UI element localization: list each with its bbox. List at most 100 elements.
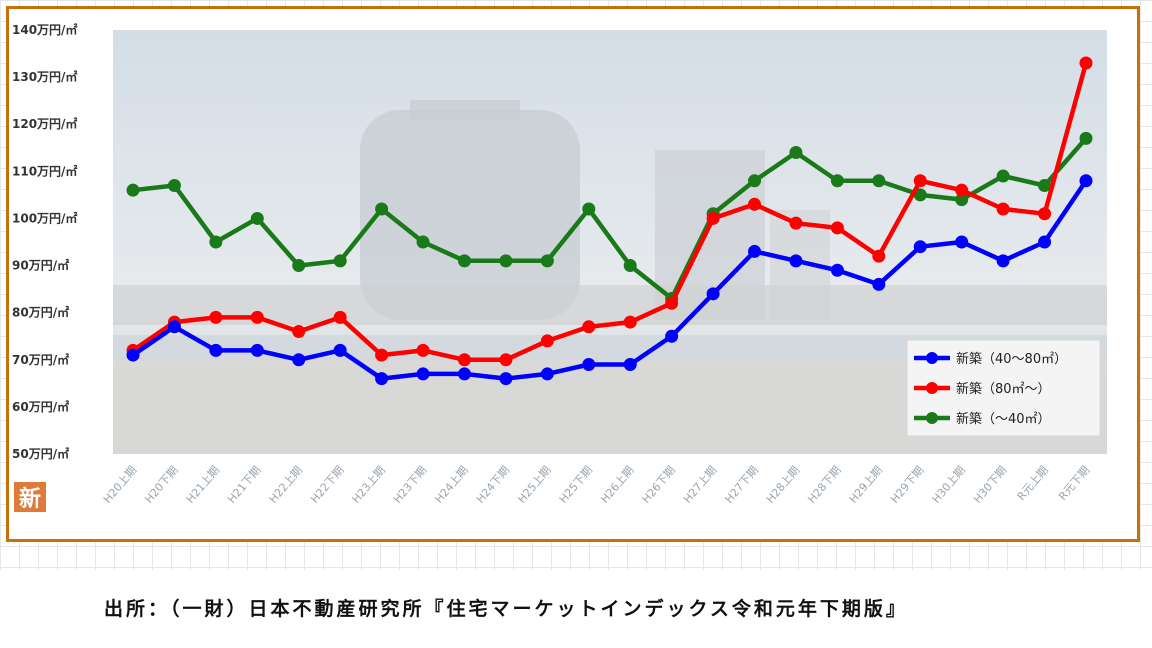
x-tick-label: H23下期: [391, 464, 429, 506]
data-point: [748, 197, 762, 211]
data-point: [499, 372, 513, 386]
data-point: [955, 235, 969, 249]
data-point: [499, 353, 513, 367]
data-point: [830, 174, 844, 188]
data-point: [582, 357, 596, 371]
data-point: [748, 244, 762, 258]
data-point: [209, 310, 223, 324]
data-point: [250, 211, 264, 225]
data-point: [748, 174, 762, 188]
legend-label: 新築（40～80㎡）: [956, 351, 1067, 367]
series-line: [130, 136, 1089, 301]
data-point: [1038, 235, 1052, 249]
data-point: [830, 221, 844, 235]
data-point: [333, 343, 347, 357]
x-tick-label: H26上期: [598, 464, 636, 506]
data-point: [333, 254, 347, 268]
x-tick-label: H29上期: [847, 464, 885, 506]
data-point: [706, 211, 720, 225]
line-chart: 50万円/㎡ 60万円/㎡ 70万円/㎡ 80万円/㎡ 90万円/㎡ 100万円/㎡ 110…: [12, 22, 1107, 506]
x-tick-label: H28下期: [805, 464, 843, 506]
data-point: [872, 277, 886, 291]
x-tick-label: H26下期: [640, 464, 678, 506]
data-point: [1038, 178, 1052, 192]
data-point: [375, 348, 389, 362]
legend-swatch-marker: [926, 382, 938, 394]
data-point: [126, 183, 140, 197]
data-point: [167, 178, 181, 192]
data-point: [955, 193, 969, 207]
data-point: [1079, 56, 1093, 70]
data-point: [789, 145, 803, 159]
y-tick-label: 60万円/㎡: [12, 399, 69, 414]
data-point: [540, 334, 554, 348]
data-point: [416, 235, 430, 249]
data-point: [250, 343, 264, 357]
logo-badge: 新: [14, 482, 46, 512]
data-point: [209, 343, 223, 357]
data-point: [250, 310, 264, 324]
x-tick-label: H29下期: [888, 464, 926, 506]
legend-swatch-marker: [926, 412, 938, 424]
legend-label: 新築（～40㎡）: [956, 411, 1051, 427]
data-point: [913, 188, 927, 202]
series-line: [130, 178, 1089, 381]
data-point: [623, 259, 637, 273]
legend-swatch-marker: [926, 352, 938, 364]
data-point: [623, 357, 637, 371]
data-point: [292, 325, 306, 339]
x-tick-label: H28上期: [764, 464, 802, 506]
data-point: [292, 259, 306, 273]
legend-label: 新築（80㎡～）: [956, 381, 1051, 397]
y-tick-label: 70万円/㎡: [12, 352, 69, 367]
legend: 新築（40～80㎡） 新築（80㎡～） 新築（～40㎡）: [906, 339, 1101, 437]
x-tick-label: H22下期: [308, 464, 346, 506]
x-tick-label: H27下期: [722, 464, 760, 506]
data-point: [872, 249, 886, 263]
x-tick-label: H27上期: [681, 464, 719, 506]
source-citation: 出所：（一財）日本不動産研究所『住宅マーケットインデックス令和元年下期版』: [104, 598, 908, 620]
series-layer: [126, 56, 1093, 386]
source-row: [0, 570, 1152, 648]
x-tick-label: H30下期: [971, 464, 1009, 506]
x-tick-label: H24上期: [432, 464, 470, 506]
y-axis: 50万円/㎡ 60万円/㎡ 70万円/㎡ 80万円/㎡ 90万円/㎡ 100万円/㎡ 110…: [12, 22, 77, 461]
x-tick-label: H24下期: [474, 464, 512, 506]
data-point: [996, 202, 1010, 216]
data-point: [789, 254, 803, 268]
x-tick-label: H22上期: [267, 464, 305, 506]
data-point: [1079, 174, 1093, 188]
y-tick-label: 90万円/㎡: [12, 258, 69, 273]
data-point: [996, 169, 1010, 183]
data-point: [457, 367, 471, 381]
x-tick-label: R元上期: [1015, 464, 1051, 504]
x-tick-label: H30上期: [930, 464, 968, 506]
data-point: [499, 254, 513, 268]
x-axis: H20上期 H20下期 H21上期 H21下期 H22上期 H22下期 H23上期 H23下期…: [101, 464, 1092, 506]
y-tick-label: 140万円/㎡: [12, 22, 77, 37]
data-point: [913, 174, 927, 188]
x-tick-label: H21上期: [184, 464, 222, 506]
data-point: [582, 202, 596, 216]
data-point: [457, 353, 471, 367]
y-tick-label: 130万円/㎡: [12, 69, 77, 84]
data-point: [375, 372, 389, 386]
data-point: [333, 310, 347, 324]
data-point: [623, 315, 637, 329]
x-tick-label: H25下期: [557, 464, 595, 506]
data-point: [665, 329, 679, 343]
data-point: [872, 174, 886, 188]
x-tick-label: H25上期: [515, 464, 553, 506]
data-point: [1038, 207, 1052, 221]
data-point: [582, 320, 596, 334]
data-point: [292, 353, 306, 367]
data-point: [830, 263, 844, 277]
data-point: [913, 240, 927, 254]
data-point: [126, 348, 140, 362]
data-point: [375, 202, 389, 216]
data-point: [540, 254, 554, 268]
data-point: [540, 367, 554, 381]
data-point: [416, 343, 430, 357]
y-tick-label: 120万円/㎡: [12, 116, 77, 131]
x-tick-label: R元下期: [1056, 464, 1092, 504]
